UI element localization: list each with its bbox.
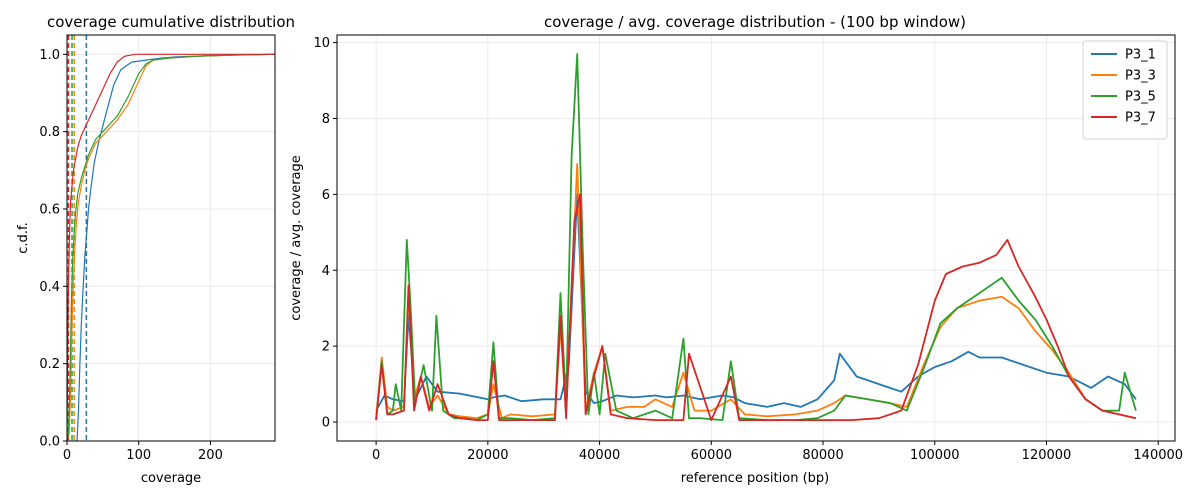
y-tick-label: 10: [313, 36, 330, 51]
plot-area: [375, 53, 1137, 422]
y-tick-label: 6: [322, 188, 330, 203]
series-line-cdf-3: [67, 53, 275, 441]
cdf-y-axis-label: c.d.f.: [16, 222, 31, 253]
legend: P3_1 P3_3 P3_5 P3_7: [1082, 40, 1168, 140]
series-line-p3-5: [375, 53, 1137, 422]
coverage-ratio-chart: coverage / avg. coverage distribution - …: [289, 13, 1183, 486]
x-tick-label: 60000: [691, 448, 732, 463]
x-tick-label: 40000: [579, 448, 620, 463]
y-tick-label: 0.2: [39, 357, 60, 372]
x-tick-label: 20000: [467, 448, 508, 463]
series-line-p3-7: [375, 193, 1137, 422]
coverage-ratio-x-axis-label: reference position (bp): [681, 471, 829, 486]
legend-label: P3_7: [1125, 111, 1156, 126]
x-tick-label: 0: [372, 448, 380, 463]
plot-area: [67, 35, 275, 441]
cdf-chart: coverage cumulative distribution coverag…: [16, 13, 295, 486]
legend-label: P3_1: [1125, 48, 1156, 63]
series-line-cdf-2: [67, 53, 275, 441]
axes-frame: [336, 34, 1176, 442]
y-tick-label: 8: [322, 112, 330, 127]
coverage-ratio-y-axis-label: coverage / avg. coverage: [289, 155, 304, 321]
legend-box: [1082, 40, 1168, 140]
y-tick-label: 1.0: [39, 48, 60, 63]
axes-frame: [66, 34, 276, 442]
y-tick-label: 0.0: [39, 435, 60, 450]
series-line-p3-1: [375, 193, 1137, 412]
series-line-cdf-0: [67, 53, 275, 441]
x-tick-label: 140000: [1133, 448, 1183, 463]
cdf-x-axis-label: coverage: [141, 471, 201, 486]
legend-label: P3_3: [1125, 69, 1156, 84]
x-tick-label: 100000: [910, 448, 960, 463]
y-tick-label: 0: [322, 416, 330, 431]
y-tick-label: 0.4: [39, 280, 60, 295]
x-tick-label: 0: [63, 448, 71, 463]
y-tick-label: 0.8: [39, 125, 60, 140]
y-tick-label: 4: [322, 264, 330, 279]
legend-label: P3_5: [1125, 90, 1156, 105]
x-tick-label: 100: [126, 448, 151, 463]
series-line-cdf-1: [67, 53, 275, 441]
y-tick-label: 0.6: [39, 203, 60, 218]
cdf-chart-title: coverage cumulative distribution: [47, 13, 295, 31]
series-line-p3-3: [375, 163, 1137, 420]
y-tick-label: 2: [322, 340, 330, 355]
coverage-ratio-chart-title: coverage / avg. coverage distribution - …: [544, 13, 966, 31]
x-tick-label: 120000: [1022, 448, 1072, 463]
x-tick-label: 200: [198, 448, 223, 463]
x-tick-label: 80000: [802, 448, 843, 463]
